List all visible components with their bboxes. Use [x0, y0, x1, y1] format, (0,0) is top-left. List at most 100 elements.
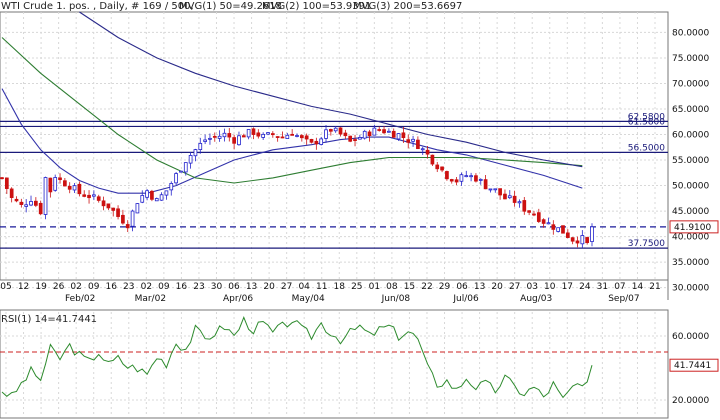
month-tick-label: Jun/08	[381, 294, 411, 304]
candle-body	[319, 138, 324, 145]
candle-body	[391, 130, 396, 138]
candle-body	[4, 177, 9, 189]
candle-body	[536, 212, 541, 222]
day-tick-label: 25	[351, 282, 362, 292]
price-y-tick-label: 70.0000	[672, 79, 709, 89]
candle-body	[401, 132, 406, 139]
candle-body	[527, 210, 531, 213]
candle-body	[290, 133, 295, 136]
ma2-legend: MVG(2) 100=53.9391	[262, 1, 371, 12]
candle-body	[478, 179, 483, 181]
candle-body	[169, 183, 174, 191]
candle-body	[425, 149, 430, 155]
day-tick-label: 21	[649, 282, 660, 292]
rsi-y-tick-label: 20.0000	[672, 396, 709, 406]
candle-body	[512, 195, 517, 203]
candle-body	[227, 133, 232, 138]
day-tick-label: 07	[614, 282, 625, 292]
candle-body	[565, 232, 570, 238]
day-tick-label: 17	[562, 282, 573, 292]
candle-body	[295, 135, 299, 137]
candle-body	[561, 225, 565, 234]
candle-body	[164, 190, 169, 196]
candle-body	[411, 138, 415, 142]
candle-body	[459, 174, 464, 182]
month-tick-label: Mar/02	[135, 294, 166, 304]
month-tick-label: Aug/03	[520, 294, 552, 304]
price-y-ticks: 30.0000 35.0000 40.0000 45.0000 50.0000 55.00…	[672, 28, 709, 293]
candle-body	[67, 185, 72, 190]
price-y-tick-label: 75.0000	[672, 54, 709, 64]
day-tick-label: 11	[316, 282, 327, 292]
candle-body	[266, 132, 270, 135]
last-price-box	[669, 220, 719, 234]
day-tick-label: 10	[544, 282, 556, 292]
day-tick-label: 09	[158, 282, 170, 292]
candle-body	[208, 137, 212, 140]
candle-body	[270, 133, 275, 136]
candle-body	[275, 136, 280, 138]
candle-body	[145, 190, 149, 198]
candle-body	[454, 179, 459, 183]
candle-body	[106, 203, 111, 209]
month-tick-label: May/04	[292, 294, 325, 304]
candle-body	[333, 127, 338, 132]
ma3-legend: MVG(3) 200=53.6697	[353, 1, 462, 12]
price-panel	[0, 11, 669, 281]
candle-body	[125, 224, 130, 229]
ma1-legend: MVG(1) 50=49.2618	[179, 1, 282, 12]
month-tick-label: Jul/06	[452, 294, 479, 304]
candle-body	[590, 226, 594, 242]
moving-averages	[1, 11, 583, 194]
last-price-marker: 41.9100	[669, 220, 719, 234]
candle-body	[343, 132, 348, 137]
candle-body	[24, 204, 29, 207]
candle-body	[150, 190, 154, 200]
candle-body	[309, 138, 314, 143]
header: WTI Crude 1. pos. , Daily, # 169 / 500, …	[1, 1, 462, 12]
candle-body	[367, 131, 372, 137]
candle-body	[53, 177, 58, 191]
level-label: 37.7500	[628, 239, 665, 249]
level-label: 56.5000	[628, 143, 665, 153]
rsi-last-box	[669, 358, 719, 372]
candle-body	[358, 137, 362, 140]
candle-body	[546, 222, 551, 225]
rsi-line	[1, 316, 593, 399]
candle-body	[77, 183, 82, 195]
month-tick-label: Apr/06	[223, 294, 253, 304]
candle-body	[329, 129, 333, 132]
candle-body	[96, 196, 101, 201]
day-tick-label: 31	[597, 282, 608, 292]
day-tick-label: 05	[0, 282, 11, 292]
candle-body	[87, 194, 91, 199]
candle-body	[377, 129, 382, 131]
day-tick-label: 08	[386, 282, 398, 292]
rsi-y-tick-label: 60.0000	[672, 332, 709, 342]
rsi-last-marker: 41.7441	[669, 358, 719, 372]
price-y-tick-label: 35.0000	[672, 258, 709, 268]
day-tick-label: 06	[228, 282, 240, 292]
candle-body	[19, 201, 24, 205]
candle-body	[483, 179, 488, 190]
candle-body	[251, 128, 256, 135]
day-tick-label: 24	[579, 282, 591, 292]
candle-body	[101, 200, 106, 207]
day-tick-label: 27	[281, 282, 292, 292]
rsi-panel	[0, 309, 669, 419]
candle-body	[140, 195, 145, 203]
candle-body	[34, 200, 38, 206]
candle-body	[9, 188, 14, 198]
day-tick-label: 15	[404, 282, 415, 292]
candle-body	[338, 127, 343, 135]
candle-body	[517, 201, 522, 204]
candle-body	[551, 224, 556, 230]
candle-body	[222, 132, 227, 138]
candle-body	[314, 140, 319, 145]
candle-body	[72, 185, 77, 191]
candle-body	[111, 207, 116, 211]
candle-body	[498, 188, 502, 196]
candle-body	[362, 130, 367, 139]
candle-body	[29, 201, 33, 206]
